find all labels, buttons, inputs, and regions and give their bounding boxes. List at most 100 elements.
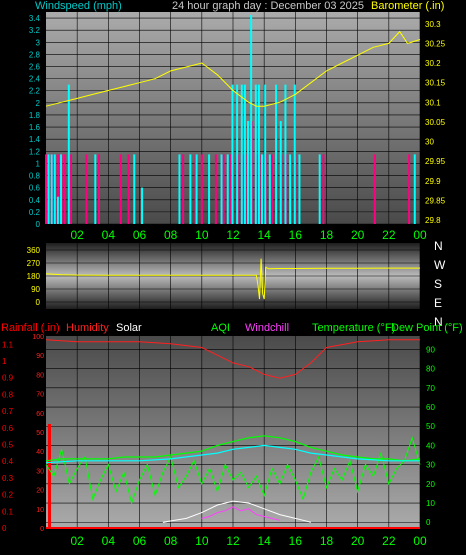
aqi-line: [45, 436, 421, 505]
hour-tick-label: 14: [257, 228, 271, 242]
solar-label: Solar: [116, 322, 142, 334]
temperature-tick-label: 40: [426, 441, 435, 450]
hour-tick-label: 06: [133, 534, 147, 548]
humidity-tick-label: 70: [36, 392, 44, 399]
hour-tick-label: 02: [70, 228, 84, 242]
temperature-tick-label: 50: [426, 422, 435, 431]
dewpoint-label: Dew Point (°F): [391, 322, 463, 334]
rainfall-tick-label: 0.1: [2, 507, 14, 516]
hour-tick-label: 16: [289, 228, 303, 242]
compass-label-s: S: [434, 277, 442, 291]
rainfall-tick-label: 0.8: [2, 390, 14, 399]
compass-label-n-bottom: N: [434, 315, 443, 329]
humidity-tick-label: 90: [36, 353, 44, 360]
windspeed-tick-label: 0.2: [29, 208, 41, 217]
hour-tick-label: 04: [102, 228, 116, 242]
direction-tick-label: 180: [27, 272, 41, 281]
hour-tick-label: 18: [320, 534, 334, 548]
hour-tick-label: 02: [70, 534, 84, 548]
windspeed-axis-label: Windspeed (mph): [35, 0, 122, 12]
rainfall-tick-label: 0.9: [2, 374, 14, 383]
barometer-tick-label: 29.95: [425, 157, 446, 166]
windspeed-tick-label: 3: [36, 38, 41, 47]
rainfall-tick-label: 1: [2, 357, 7, 366]
rainfall-tick-label: 0: [2, 524, 7, 533]
barometer-tick-label: 29.9: [425, 177, 441, 186]
windspeed-tick-label: 2.8: [29, 50, 41, 59]
windspeed-tick-label: 1: [36, 159, 41, 168]
solar-line: [162, 500, 312, 523]
hour-tick-label: 14: [257, 534, 271, 548]
hour-tick-label: 00: [413, 228, 427, 242]
hour-tick-label: 08: [164, 228, 178, 242]
hour-tick-label: 00: [413, 534, 427, 548]
temperature-tick-label: 20: [426, 480, 435, 489]
compass-label-w: W: [434, 258, 446, 272]
barometer-tick-label: 30.2: [425, 59, 441, 68]
barometer-tick-label: 30.15: [425, 79, 446, 88]
humidity-tick-label: 30: [36, 468, 44, 475]
windspeed-tick-label: 2: [36, 99, 41, 108]
barometer-line: [45, 30, 421, 107]
windspeed-tick-label: 1.4: [29, 135, 41, 144]
windspeed-tick-label: 2.6: [29, 63, 41, 72]
temperature-tick-label: 90: [426, 345, 435, 354]
hour-tick-label: 10: [195, 534, 209, 548]
hour-tick-label: 04: [102, 534, 116, 548]
hour-tick-label: 16: [289, 534, 303, 548]
humidity-line: [45, 339, 420, 379]
dewpoint-line: [45, 444, 420, 464]
hour-tick-label: 18: [320, 228, 334, 242]
humidity-tick-label: 0: [40, 526, 44, 533]
windspeed-tick-label: 3.2: [29, 26, 41, 35]
barometer-tick-label: 29.8: [425, 216, 441, 225]
barometer-tick-label: 30: [425, 138, 434, 147]
humidity-tick-label: 10: [36, 507, 44, 514]
rainfall-tick-label: 0.5: [2, 441, 14, 450]
humidity-tick-label: 20: [36, 488, 44, 495]
humidity-tick-label: 80: [36, 372, 44, 379]
hour-tick-label: 22: [382, 534, 396, 548]
windchill-line: [201, 506, 280, 521]
rainfall-tick-label: 0.2: [2, 491, 14, 500]
windspeed-tick-label: 0: [36, 220, 41, 229]
temperature-tick-label: 70: [426, 384, 435, 393]
windchill-label: Windchill: [245, 322, 289, 334]
hour-tick-label: 20: [351, 534, 365, 548]
temperature-line: [45, 435, 421, 462]
direction-tick-label: 0: [36, 298, 41, 307]
rain-gauge-bar: [48, 424, 51, 528]
direction-tick-label: 360: [27, 246, 41, 255]
barometer-tick-label: 30.1: [425, 98, 441, 107]
windspeed-tick-label: 1.6: [29, 123, 41, 132]
windspeed-tick-label: 0.8: [29, 172, 41, 181]
barometer-axis-label: Barometer (.in): [371, 0, 444, 12]
hour-tick-label: 08: [164, 534, 178, 548]
wind-direction-line: [45, 258, 420, 300]
temperature-tick-label: 10: [426, 499, 435, 508]
hour-tick-label: 12: [226, 534, 240, 548]
temperature-tick-label: 60: [426, 403, 435, 412]
rainfall-axis-label: Rainfall (.in): [1, 322, 60, 334]
windspeed-tick-label: 1.2: [29, 147, 41, 156]
humidity-tick-label: 40: [36, 449, 44, 456]
compass-label-e: E: [434, 296, 442, 310]
compass-label-n-top: N: [434, 239, 443, 253]
windspeed-tick-label: 3.4: [29, 14, 41, 23]
windspeed-tick-label: 2.4: [29, 75, 41, 84]
aqi-label: AQI: [211, 322, 230, 334]
chart-title: 24 hour graph day : December 03 2025: [172, 0, 364, 12]
direction-tick-label: 270: [27, 259, 41, 268]
rainfall-tick-label: 0.7: [2, 407, 14, 416]
humidity-tick-label: 60: [36, 411, 44, 418]
hour-tick-label: 12: [226, 228, 240, 242]
direction-tick-label: 90: [31, 285, 40, 294]
rainfall-tick-label: 1.1: [2, 340, 14, 349]
barometer-tick-label: 30.3: [425, 20, 441, 29]
windspeed-tick-label: 1.8: [29, 111, 41, 120]
hour-tick-label: 06: [133, 228, 147, 242]
windspeed-tick-label: 0.4: [29, 196, 41, 205]
humidity-label: Humidity: [66, 322, 109, 334]
hour-tick-label: 22: [382, 228, 396, 242]
